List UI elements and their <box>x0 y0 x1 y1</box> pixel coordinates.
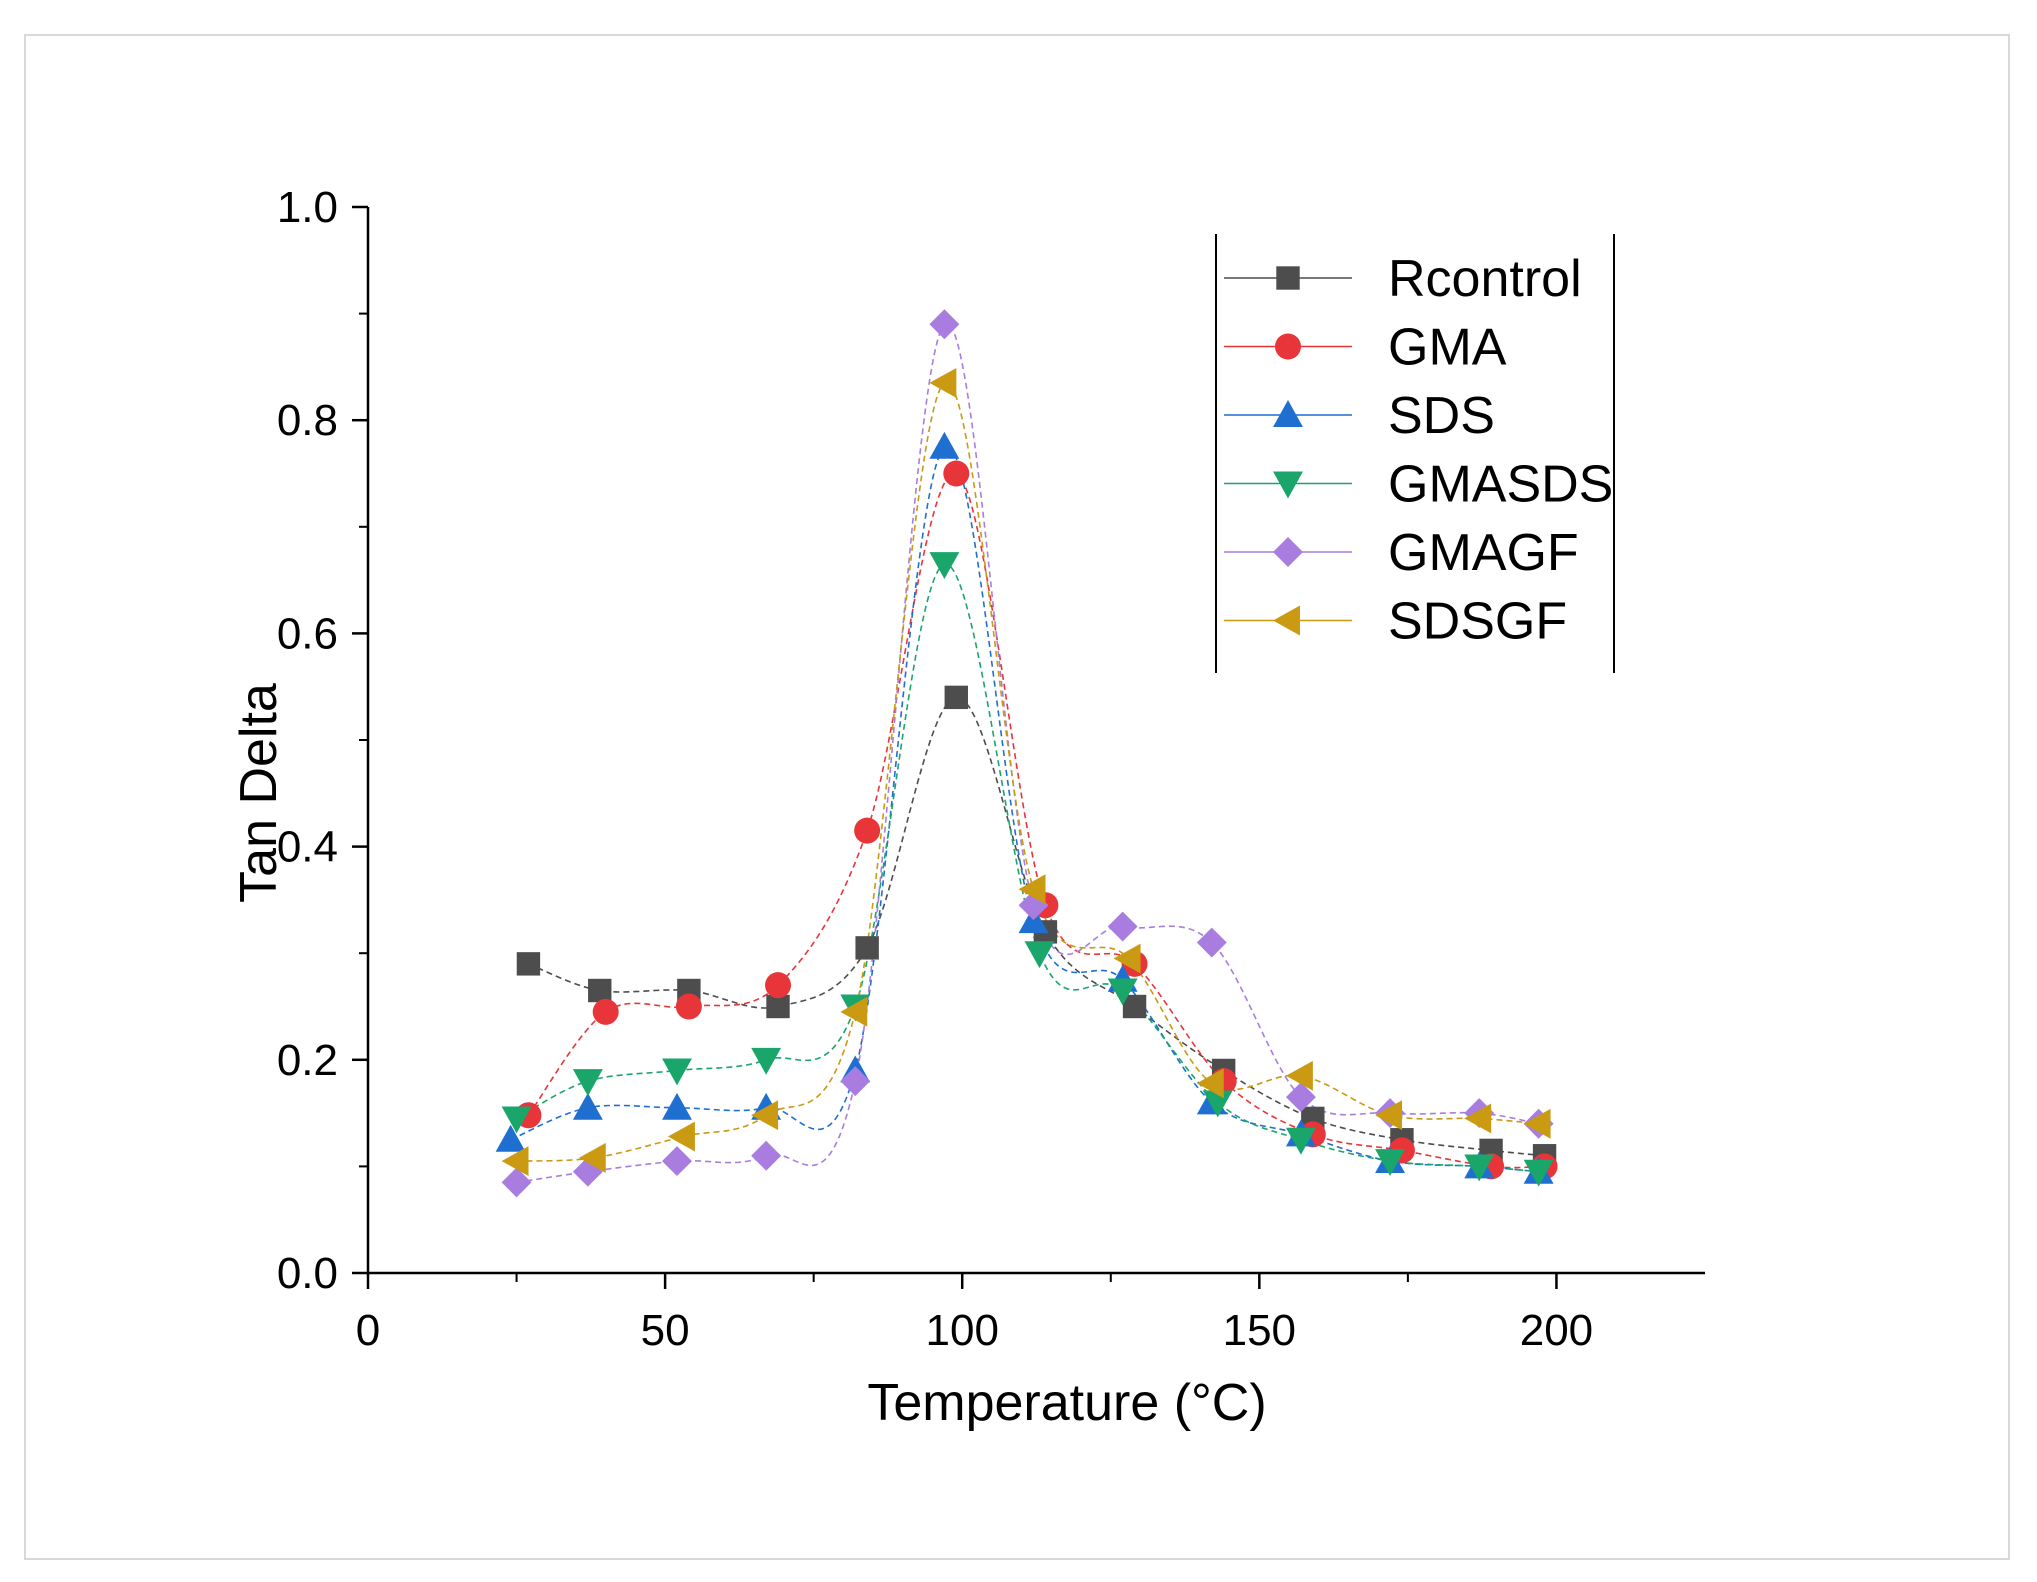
gmagf-data-point <box>1107 911 1138 942</box>
gmagf-data-point <box>662 1146 692 1177</box>
gma-data-point <box>765 972 792 999</box>
legend-label-gmagf: GMAGF <box>1388 524 1579 582</box>
sdsgf-series-line <box>516 381 1539 1162</box>
gmagf-data-point <box>751 1140 782 1171</box>
gmasds-data-point <box>929 552 960 580</box>
gmagf-data-point <box>1196 927 1227 958</box>
sds-data-point <box>662 1092 692 1120</box>
sdsgf-data-point <box>840 996 868 1027</box>
legend-marker-gmagf <box>1273 537 1303 567</box>
legend-label-sdsgf: SDSGF <box>1388 593 1567 651</box>
sdsgf-data-point <box>1285 1060 1313 1091</box>
legend-label-gma: GMA <box>1388 319 1507 377</box>
gmasds-series-points <box>501 552 1554 1187</box>
gmagf-series-line <box>516 322 1539 1184</box>
y-tick-label: 0.2 <box>277 1036 338 1085</box>
legend-label-rcontrol: Rcontrol <box>1388 250 1582 308</box>
y-tick-label: 1.0 <box>277 183 338 232</box>
y-tick-label: 0.4 <box>277 823 338 872</box>
legend-item-sdsgf: SDSGF <box>1224 593 1567 651</box>
gma-data-point <box>943 460 970 487</box>
sdsgf-data-point <box>1375 1100 1403 1131</box>
gma-data-point <box>854 817 881 844</box>
gmagf-data-point <box>1285 1082 1316 1113</box>
sdsgf-series-points <box>501 367 1551 1177</box>
sdsgf-data-point <box>501 1146 529 1177</box>
rcontrol-data-point <box>588 978 612 1003</box>
sdsgf-data-point <box>1523 1108 1551 1139</box>
gmagf-data-point <box>929 309 960 340</box>
legend-item-gma: GMA <box>1224 319 1507 377</box>
gmasds-data-point <box>1464 1154 1495 1182</box>
legend-label-sds: SDS <box>1388 387 1495 445</box>
gmasds-series-line <box>516 563 1539 1173</box>
x-tick-label: 200 <box>1520 1306 1593 1355</box>
y-axis-title: Tan Delta <box>230 683 288 903</box>
sdsgf-data-point <box>751 1100 779 1131</box>
series-points <box>495 309 1558 1198</box>
x-tick-label: 50 <box>641 1306 690 1355</box>
x-axis-title: Temperature (°C) <box>867 1374 1266 1432</box>
sdsgf-data-point <box>1196 1068 1224 1099</box>
legend-item-sds: SDS <box>1224 387 1495 445</box>
gmasds-data-point <box>1202 1090 1233 1118</box>
sdsgf-data-point <box>1018 874 1046 905</box>
gmasds-data-point <box>662 1058 692 1086</box>
rcontrol-data-point <box>944 685 968 710</box>
legend-item-rcontrol: Rcontrol <box>1224 250 1582 308</box>
gmasds-data-point <box>751 1047 782 1075</box>
legend-marker-sds <box>1273 400 1303 427</box>
x-tick-label: 150 <box>1223 1306 1296 1355</box>
x-axis-ticks: 0 50 100 150 200 <box>356 1273 1593 1355</box>
rcontrol-data-point <box>516 952 541 976</box>
gmagf-data-point <box>1018 890 1049 921</box>
sdsgf-data-point <box>578 1142 606 1173</box>
tan-delta-chart: 0 50 100 150 200 0.0 0.2 0.4 0.6 0.8 1.0 Temperat… <box>230 183 1705 1432</box>
x-tick-label: 100 <box>926 1306 999 1355</box>
sdsgf-data-point <box>1113 943 1141 974</box>
y-axis-ticks: 0.0 0.2 0.4 0.6 0.8 1.0 <box>277 183 368 1298</box>
y-tick-label: 0.6 <box>277 609 338 658</box>
legend-label-gmasds: GMASDS <box>1388 456 1613 514</box>
gma-series-line <box>527 472 1545 1169</box>
y-tick-label: 0.0 <box>277 1249 338 1298</box>
gmasds-data-point <box>501 1106 532 1134</box>
gmasds-data-point <box>1285 1127 1316 1155</box>
y-tick-label: 0.8 <box>277 396 338 445</box>
sdsgf-data-point <box>929 367 957 398</box>
gmagf-data-point <box>840 1066 871 1097</box>
rcontrol-data-point <box>766 994 790 1019</box>
gmasds-data-point <box>1024 941 1055 969</box>
gmasds-data-point <box>1107 978 1138 1006</box>
sds-data-point <box>929 431 960 459</box>
gmasds-data-point <box>1375 1149 1406 1177</box>
x-tick-label: 0 <box>356 1306 380 1355</box>
legend-marker-sdsgf <box>1273 605 1300 636</box>
sdsgf-data-point <box>667 1121 695 1152</box>
sds-data-point <box>495 1124 526 1152</box>
gma-data-point <box>592 998 619 1025</box>
series-lines <box>510 322 1545 1184</box>
legend-item-gmagf: GMAGF <box>1224 524 1579 582</box>
gma-data-point <box>675 993 702 1020</box>
sds-data-point <box>572 1092 603 1120</box>
legend-marker-gma <box>1275 333 1301 360</box>
gmasds-data-point <box>1523 1159 1554 1187</box>
legend-item-gmasds: GMASDS <box>1224 456 1613 514</box>
gmasds-data-point <box>572 1069 603 1097</box>
chart-frame: 0 50 100 150 200 0.0 0.2 0.4 0.6 0.8 1.0 Temperat… <box>24 34 2010 1560</box>
rcontrol-data-point <box>1122 994 1147 1019</box>
legend-marker-gmasds <box>1273 471 1303 499</box>
rcontrol-data-point <box>855 936 879 960</box>
legend-marker-rcontrol <box>1276 266 1300 290</box>
sdsgf-data-point <box>1464 1103 1492 1134</box>
